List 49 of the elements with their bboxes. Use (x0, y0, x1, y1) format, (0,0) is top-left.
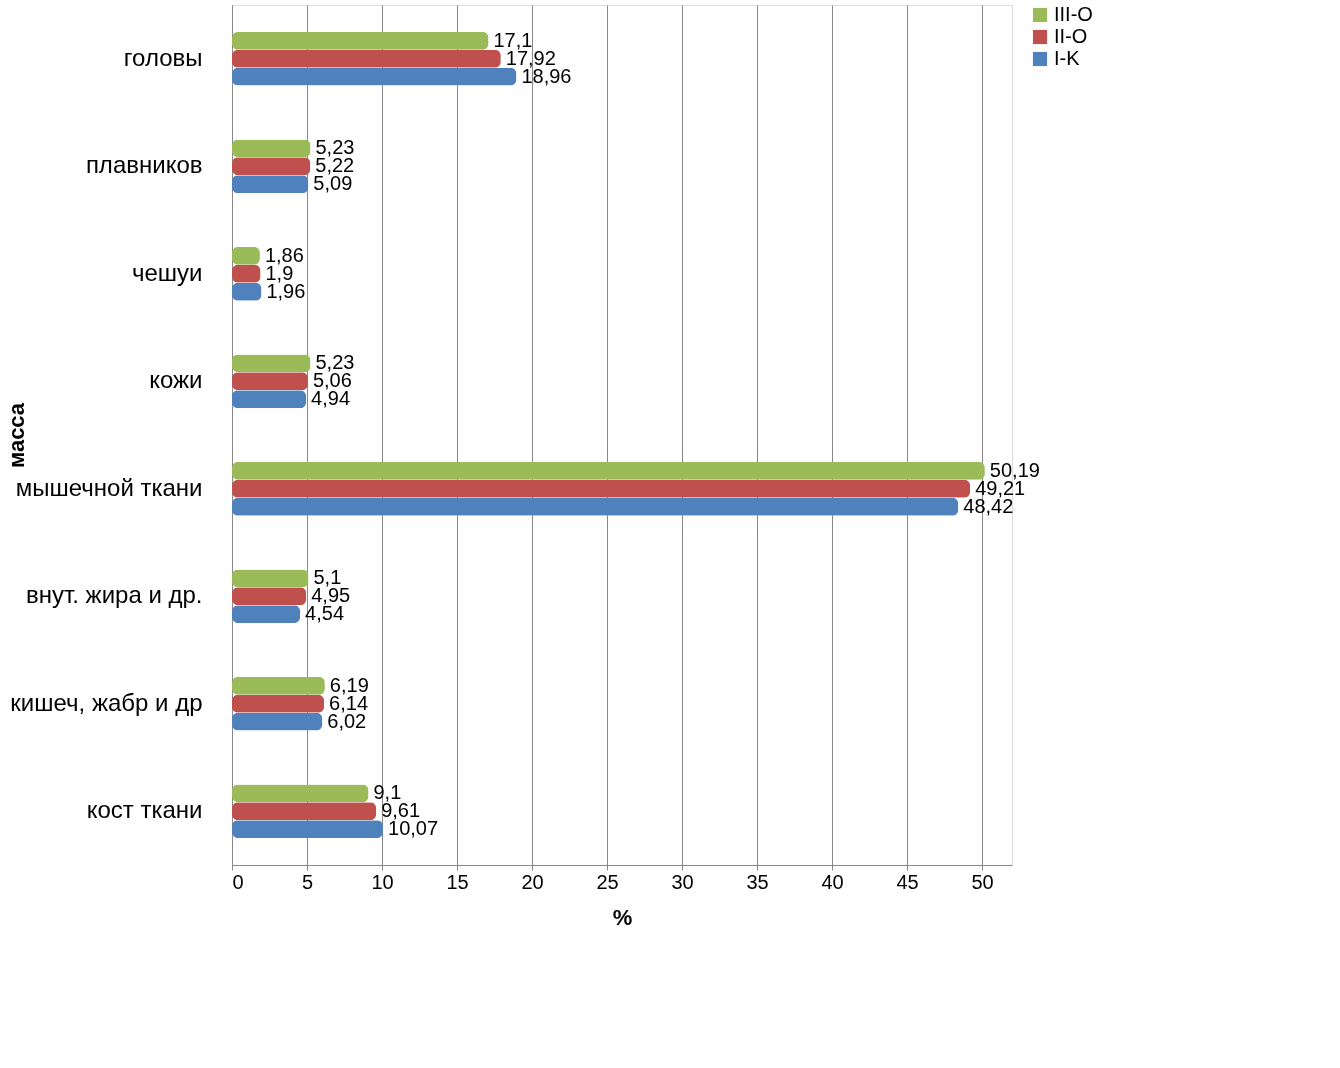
bar (232, 390, 307, 409)
bar (232, 354, 311, 373)
y-tick-label: кишеч, жабр и др (10, 688, 203, 716)
x-tick-label: 20 (521, 870, 544, 893)
x-tick-label: 5 (301, 870, 314, 893)
x-tick-label: 15 (446, 870, 469, 893)
y-axis-title: масса (3, 402, 29, 469)
bar (232, 31, 489, 50)
bar (232, 820, 384, 839)
bar (232, 157, 311, 176)
bar (232, 712, 323, 731)
x-tick-label: 0 (232, 870, 244, 893)
x-tick-label: 10 (371, 870, 394, 893)
legend-label: II-O (1054, 25, 1088, 47)
y-tick-label: чешуи (131, 258, 203, 286)
bar (232, 479, 971, 498)
bar (232, 676, 325, 695)
data-label: 5,1 (313, 566, 342, 589)
bar (232, 372, 308, 391)
x-tick-label: 30 (671, 870, 694, 893)
bar (232, 569, 309, 588)
x-tick-label: 40 (821, 870, 844, 893)
x-axis-title: % (612, 904, 633, 930)
y-tick-label: внут. жира и др. (25, 581, 203, 609)
bar (232, 802, 377, 821)
bar (232, 139, 311, 158)
bar (232, 175, 309, 194)
x-tick-label: 45 (896, 870, 919, 893)
y-tick-label: кост ткани (86, 796, 203, 824)
data-label: 5,23 (315, 351, 355, 374)
data-label: 9,1 (373, 781, 402, 804)
bar (232, 784, 369, 803)
bar (232, 497, 959, 516)
y-tick-label: головы (123, 43, 203, 71)
y-tick-label: кожи (149, 366, 203, 394)
legend-label: III-O (1054, 3, 1093, 25)
bar (232, 605, 301, 624)
x-tick-label: 35 (746, 870, 769, 893)
y-tick-label: мышечной ткани (15, 473, 203, 501)
bar (232, 694, 325, 713)
data-label: 5,23 (315, 136, 355, 159)
legend-label: I-K (1054, 47, 1081, 69)
bar (232, 67, 517, 86)
bar (232, 49, 501, 68)
x-tick-label: 50 (971, 870, 994, 893)
x-tick-label: 25 (596, 870, 619, 893)
bar (232, 587, 307, 606)
y-tick-label: плавников (85, 151, 203, 179)
bar (232, 461, 985, 480)
